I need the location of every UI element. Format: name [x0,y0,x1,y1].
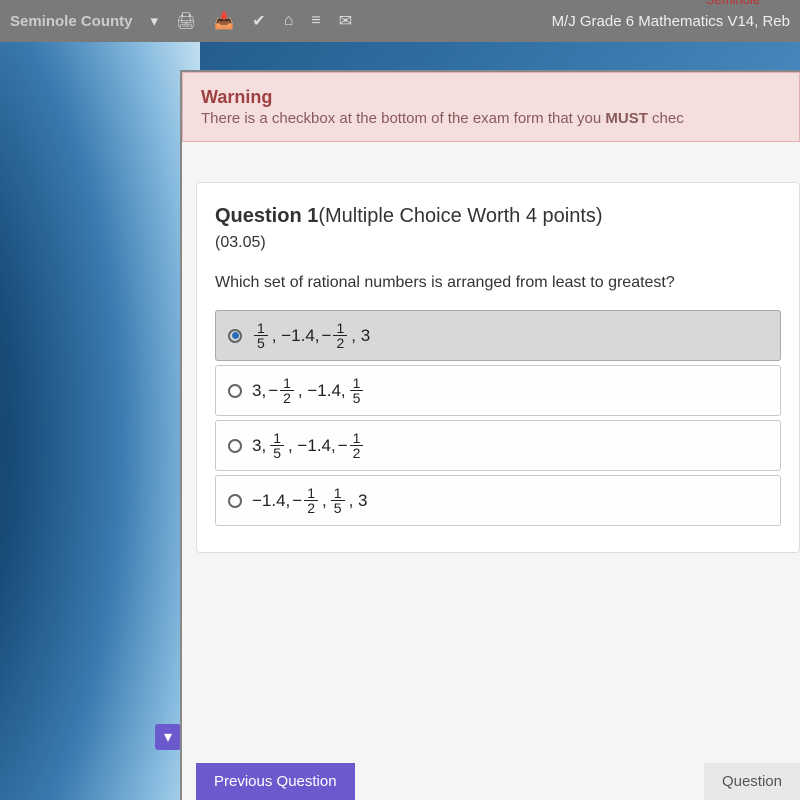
chevron-down-icon: ▾ [164,727,172,747]
inbox-icon[interactable]: 📥 [214,11,234,31]
print-icon[interactable]: 🖨 [176,11,196,31]
content-area: Warning There is a checkbox at the botto… [180,70,800,800]
choice-0[interactable]: 15, −1.4, −12, 3 [215,310,781,361]
choice-content: 3, 15, −1.4, −12 [252,431,365,460]
question-header: Question 1(Multiple Choice Worth 4 point… [215,205,781,228]
next-question-button[interactable]: Question [704,763,800,800]
menu-icon[interactable]: ≡ [311,12,320,30]
home-icon[interactable]: ⌂ [284,12,294,30]
radio-button[interactable] [228,439,242,453]
radio-button[interactable] [228,329,242,343]
question-code: (03.05) [215,234,781,252]
question-card: Question 1(Multiple Choice Worth 4 point… [196,182,800,553]
choice-1[interactable]: 3, −12, −1.4, 15 [215,365,781,416]
mail-icon[interactable]: ✉ [339,11,352,31]
seminole-badge: Seminole [706,0,760,7]
radio-button[interactable] [228,494,242,508]
warning-text: There is a checkbox at the bottom of the… [201,110,781,127]
choice-content: 3, −12, −1.4, 15 [252,376,365,405]
county-dropdown[interactable]: Seminole County [10,13,133,30]
chevron-down-icon[interactable]: ▾ [151,12,159,30]
choice-3[interactable]: −1.4, −12, 15, 3 [215,475,781,526]
question-prompt: Which set of rational numbers is arrange… [215,274,781,292]
warning-title: Warning [201,87,781,108]
topbar: Seminole County ▾ 🖨 📥 ✔ ⌂ ≡ ✉ M/J Grade … [0,0,800,42]
choice-content: 15, −1.4, −12, 3 [252,321,370,350]
check-icon[interactable]: ✔ [252,11,265,31]
choice-content: −1.4, −12, 15, 3 [252,486,367,515]
warning-alert: Warning There is a checkbox at the botto… [182,72,800,142]
previous-question-button[interactable]: Previous Question [196,763,355,800]
choice-2[interactable]: 3, 15, −1.4, −12 [215,420,781,471]
course-title: M/J Grade 6 Mathematics V14, Reb [552,13,790,30]
nav-buttons: Previous Question Question [196,763,800,800]
desktop-background [0,42,200,800]
radio-button[interactable] [228,384,242,398]
sidebar-toggle[interactable]: ▾ [155,724,181,750]
